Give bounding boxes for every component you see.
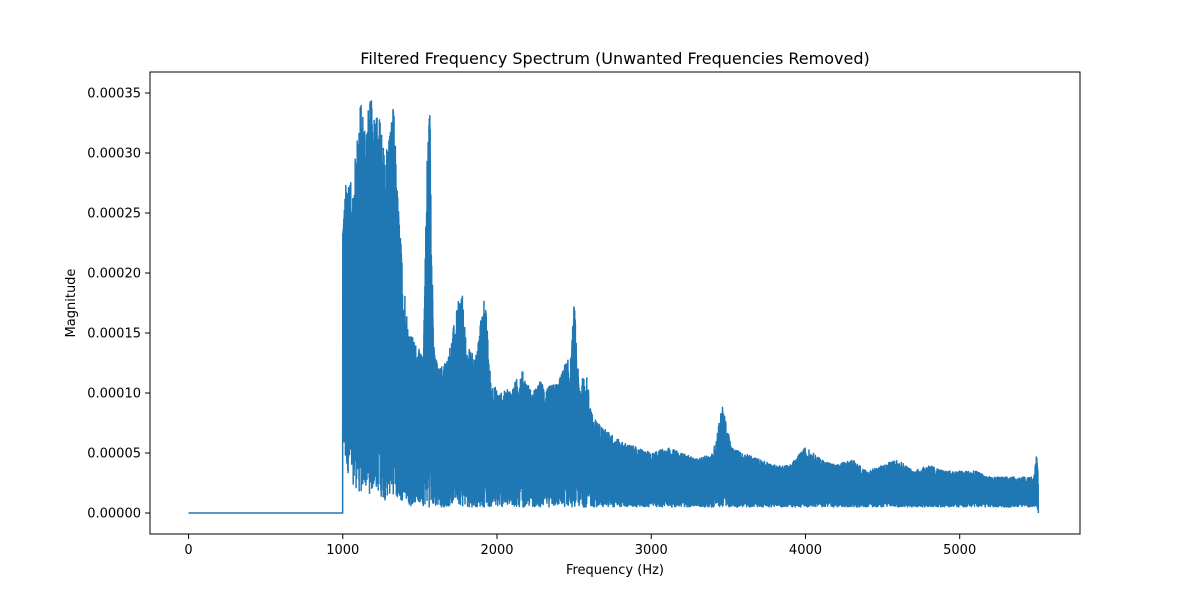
y-tick-label: 0.00005 xyxy=(87,447,141,462)
x-tick-label: 4000 xyxy=(789,543,822,558)
y-tick-label: 0.00000 xyxy=(87,507,141,522)
y-tick-label: 0.00030 xyxy=(87,147,141,162)
x-axis-label: Frequency (Hz) xyxy=(566,563,664,578)
spectrum-series-line xyxy=(188,100,1040,514)
x-tick-label: 3000 xyxy=(635,543,668,558)
y-axis-label: Magnitude xyxy=(64,269,79,338)
y-tick-label: 0.00020 xyxy=(87,267,141,282)
plot-frame xyxy=(149,71,1081,535)
x-tick-label: 5000 xyxy=(943,543,976,558)
y-tick-label: 0.00010 xyxy=(87,387,141,402)
x-tick-label: 1000 xyxy=(326,543,359,558)
x-tick-label: 2000 xyxy=(480,543,513,558)
y-axis: 0.00000 0.00005 0.00010 0.00015 0.00020 0.000… xyxy=(87,87,150,522)
y-tick-label: 0.00015 xyxy=(87,327,141,342)
y-tick-label: 0.00035 xyxy=(87,87,141,102)
series-layer xyxy=(188,100,1040,514)
y-tick-label: 0.00025 xyxy=(87,207,141,222)
chart-title: Filtered Frequency Spectrum (Unwanted Fr… xyxy=(360,49,869,68)
x-tick-label: 0 xyxy=(184,543,192,558)
x-axis: 0 1000 2000 3000 4000 5000 xyxy=(184,534,976,558)
